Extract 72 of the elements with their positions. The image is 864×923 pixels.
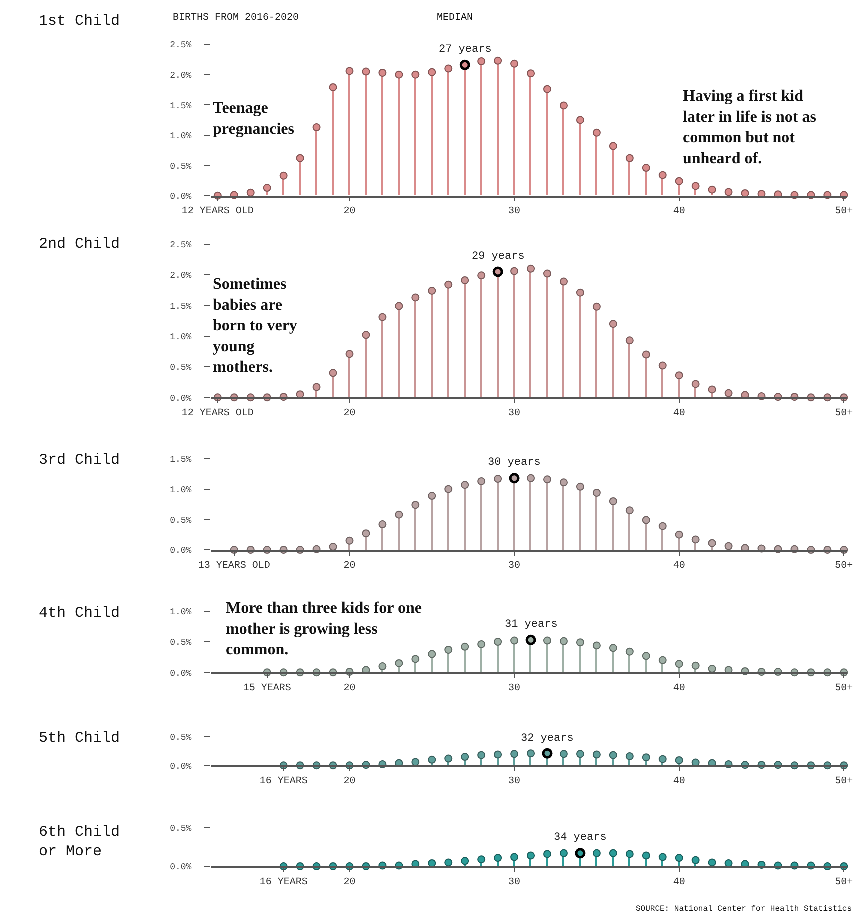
chart-subtitle: BIRTHS FROM 2016-2020: [173, 13, 300, 24]
x-tick-label: 30: [508, 683, 521, 694]
x-tick-label: 20: [344, 560, 356, 572]
x-tick-label: 50+: [835, 408, 854, 420]
annotation: Sometimes babies are born to very young mothers.: [213, 276, 298, 376]
y-tick-label: 0.0%: [170, 862, 203, 873]
annotation: More than three kids for one mother is growing less common.: [226, 600, 422, 659]
y-tick-label: 0.0%: [170, 546, 203, 556]
y-tick-label: 0.0%: [170, 394, 203, 404]
x-tick-label: 30: [508, 408, 521, 420]
y-tick-label: 0.0%: [170, 192, 203, 202]
x-tick-label: 50+: [835, 683, 854, 694]
y-tick-label: 0.5%: [170, 638, 203, 648]
x-tick-label: 20: [344, 683, 356, 694]
x-tick-label: 40: [673, 206, 686, 218]
y-tick-label: 1.0%: [170, 332, 203, 343]
x-tick-label: 30: [508, 206, 521, 218]
x-tick-label: 40: [673, 776, 686, 788]
x-tick-label: 40: [673, 408, 686, 420]
x-tick-label: 40: [673, 560, 686, 572]
y-tick-label: 0.5%: [170, 733, 203, 744]
y-tick-label: 0.5%: [170, 516, 203, 526]
x-tick-label: 20: [344, 206, 356, 218]
x-tick-label: 30: [508, 560, 521, 572]
y-tick-label: 1.0%: [170, 132, 203, 142]
y-tick-label: 2.0%: [170, 70, 203, 81]
text: 1st Child: [39, 13, 120, 30]
y-tick-label: 1.0%: [170, 608, 203, 618]
text: 3rd Child: [39, 452, 120, 469]
x-tick-label: 50+: [835, 560, 854, 572]
x-tick-label: 30: [508, 877, 521, 888]
x-tick-label: 50+: [835, 206, 854, 218]
text: MEDIAN: [437, 13, 474, 24]
y-tick-label: 0.5%: [170, 363, 203, 374]
text: 5th Child: [39, 730, 120, 747]
y-tick-label: 2.0%: [170, 271, 203, 282]
x-tick-label: 13 YEARS OLD: [198, 560, 270, 572]
y-tick-label: 0.5%: [170, 824, 203, 834]
x-tick-label: 12 YEARS OLD: [182, 206, 254, 218]
y-tick-label: 0.5%: [170, 162, 203, 172]
annotation: 30 years: [488, 457, 541, 469]
x-tick-label: 20: [344, 877, 356, 888]
text: 6th Child or More: [39, 824, 120, 860]
x-tick-label: 15 YEARS: [243, 683, 292, 694]
annotation: 31 years: [505, 619, 558, 631]
y-tick-label: 0.0%: [170, 762, 203, 772]
annotation: 27 years: [439, 44, 492, 56]
annotation: Having a first kid later in life is not as common but not unheard of.: [683, 88, 816, 168]
x-tick-label: 40: [673, 877, 686, 888]
x-tick-label: 40: [673, 683, 686, 694]
annotation: Teenage pregnancies: [213, 100, 294, 138]
y-tick-label: 1.5%: [170, 455, 203, 466]
x-tick-label: 16 YEARS: [260, 877, 308, 888]
y-tick-label: 0.0%: [170, 668, 203, 679]
x-tick-label: 30: [508, 776, 521, 788]
y-tick-label: 1.5%: [170, 302, 203, 312]
x-tick-label: 20: [344, 776, 356, 788]
x-tick-label: 16 YEARS: [260, 776, 308, 788]
x-tick-label: 20: [344, 408, 356, 420]
annotation: 32 years: [521, 733, 574, 745]
text: 2nd Child: [39, 236, 120, 253]
source-note: SOURCE: National Center for Health Statistics: [636, 905, 852, 914]
x-tick-label: 12 YEARS OLD: [182, 408, 254, 420]
annotation: 29 years: [472, 251, 525, 263]
x-tick-label: 50+: [835, 776, 854, 788]
y-tick-label: 2.5%: [170, 40, 203, 51]
annotation: 34 years: [554, 832, 607, 844]
x-tick-label: 50+: [835, 877, 854, 888]
text: 4th Child: [39, 605, 120, 622]
y-tick-label: 1.0%: [170, 485, 203, 496]
y-tick-label: 1.5%: [170, 101, 203, 112]
y-tick-label: 2.5%: [170, 240, 203, 251]
